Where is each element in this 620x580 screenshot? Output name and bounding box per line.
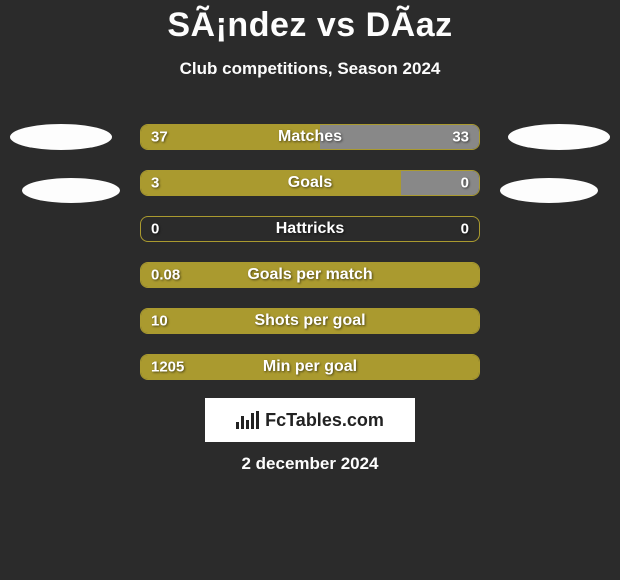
stat-fill-player1 bbox=[141, 309, 479, 333]
stat-row: Shots per goal10 bbox=[140, 308, 480, 334]
stat-fill-player1 bbox=[141, 263, 479, 287]
comparison-bars: Matches3733 Goals30 Hattricks0 0 Goals per m… bbox=[140, 124, 480, 400]
stat-row: Goals30 bbox=[140, 170, 480, 196]
player2-avatar bbox=[508, 124, 610, 150]
stat-label: Hattricks bbox=[141, 220, 479, 238]
stat-fill-player2 bbox=[320, 125, 479, 149]
logo-box: FcTables.com bbox=[205, 398, 415, 442]
player1-club-avatar bbox=[22, 178, 120, 203]
player2-club-avatar bbox=[500, 178, 598, 203]
stat-fill-player1 bbox=[141, 125, 320, 149]
stat-row: Goals per match0.08 bbox=[140, 262, 480, 288]
subtitle: Club competitions, Season 2024 bbox=[0, 59, 620, 79]
logo-text: FcTables.com bbox=[265, 410, 384, 431]
date-label: 2 december 2024 bbox=[0, 454, 620, 474]
stat-fill-player1 bbox=[141, 171, 401, 195]
bars-icon bbox=[236, 411, 259, 429]
page-title: SÃ¡ndez vs DÃ­az bbox=[0, 0, 620, 45]
stat-fill-player1 bbox=[141, 355, 479, 379]
stat-fill-player2 bbox=[401, 171, 479, 195]
stat-row: Hattricks0 0 bbox=[140, 216, 480, 242]
stat-row: Min per goal1205 bbox=[140, 354, 480, 380]
stat-value-player1: 0 bbox=[151, 221, 159, 238]
stat-value-player2: 0 bbox=[461, 221, 469, 238]
player1-avatar bbox=[10, 124, 112, 150]
stat-row: Matches3733 bbox=[140, 124, 480, 150]
